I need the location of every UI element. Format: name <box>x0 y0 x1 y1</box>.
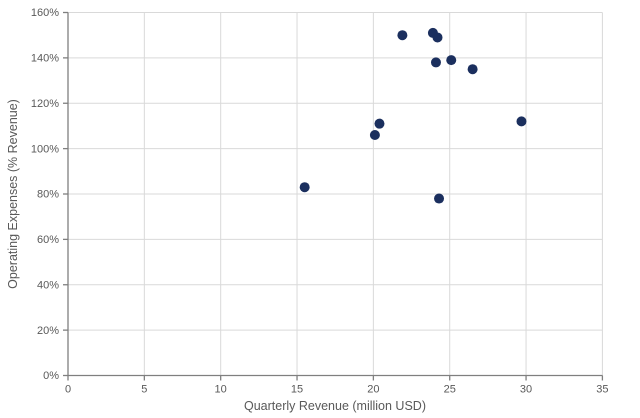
y-tick-label: 140% <box>31 53 59 65</box>
y-axis-title: Operating Expenses (% Revenue) <box>6 99 20 289</box>
data-point <box>374 118 385 129</box>
data-point <box>430 57 441 68</box>
tick-labels: 0% 20% 40% 60% 80% 100% 120% 140% 160% 0 5 10 15 20 25… <box>31 7 609 395</box>
y-tick-label: 20% <box>37 325 59 337</box>
gridlines <box>68 12 603 376</box>
y-tick-label: 60% <box>37 234 59 246</box>
y-tick-label: 0% <box>43 370 59 382</box>
x-axis-title: Quarterly Revenue (million USD) <box>244 399 426 413</box>
data-point <box>432 32 443 43</box>
y-tick-label: 80% <box>37 189 59 201</box>
data-points <box>299 27 527 204</box>
data-point <box>397 30 408 41</box>
x-tick-label: 10 <box>215 384 227 396</box>
data-point <box>516 116 527 127</box>
data-point <box>369 130 380 141</box>
x-tick-label: 5 <box>141 384 147 396</box>
x-tick-label: 20 <box>367 384 379 396</box>
x-tick-label: 35 <box>596 384 608 396</box>
x-tick-label: 15 <box>291 384 303 396</box>
data-point <box>434 193 445 204</box>
y-tick-label: 40% <box>37 279 59 291</box>
x-tick-label: 30 <box>520 384 532 396</box>
axes <box>63 11 604 381</box>
y-tick-label: 100% <box>31 143 59 155</box>
data-point <box>299 182 310 193</box>
data-point <box>446 55 457 66</box>
data-point <box>467 64 478 75</box>
y-tick-label: 160% <box>31 7 59 19</box>
x-tick-label: 0 <box>65 384 71 396</box>
x-tick-label: 25 <box>444 384 456 396</box>
y-tick-label: 120% <box>31 98 59 110</box>
